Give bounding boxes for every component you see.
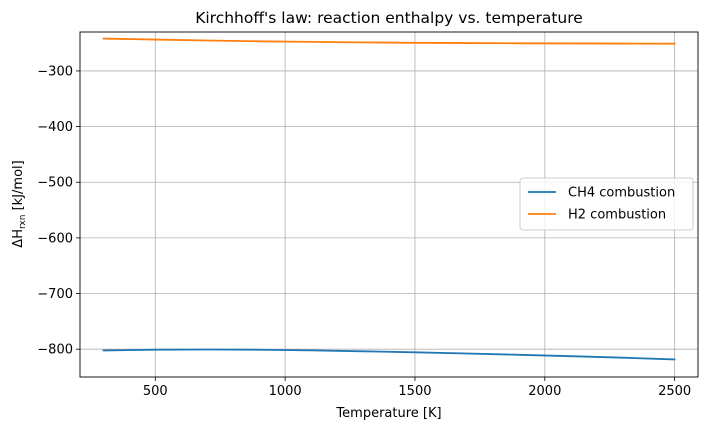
series-line-h2-combustion <box>102 37 676 45</box>
y-axis-label: ΔHrxn [kJ/mol] <box>11 160 28 247</box>
ticks: 500 1000 1500 2000 2500 −800 −700 −600 −500 −400 −… <box>37 64 691 399</box>
chart-title: Kirchhoff's law: reaction enthalpy vs. t… <box>195 9 583 27</box>
x-tick-label: 1000 <box>269 384 302 399</box>
y-tick-label: −500 <box>37 176 73 191</box>
x-axis-label: Temperature [K] <box>335 406 441 421</box>
y-tick-label: −600 <box>37 231 73 246</box>
y-tick-label: −700 <box>37 287 73 302</box>
x-tick-label: 2000 <box>528 384 561 399</box>
legend-label-ch4: CH4 combustion <box>568 186 675 201</box>
y-axis-label-prefix: ΔH <box>11 229 26 248</box>
series-layer <box>102 37 676 361</box>
series-line-ch4-combustion <box>102 348 676 361</box>
y-axis-label-subscript: rxn <box>18 215 28 230</box>
y-tick-label: −400 <box>37 120 73 135</box>
x-tick-label: 2500 <box>658 384 691 399</box>
legend: CH4 combustion H2 combustion <box>519 177 694 231</box>
plot-frame <box>79 31 699 378</box>
legend-label-h2: H2 combustion <box>568 208 666 223</box>
y-axis-label-suffix: [kJ/mol] <box>11 160 26 214</box>
x-tick-label: 1500 <box>398 384 431 399</box>
y-tick-label: −300 <box>37 64 73 79</box>
y-tick-label: −800 <box>37 343 73 358</box>
x-tick-label: 500 <box>143 384 168 399</box>
legend-box <box>519 177 694 231</box>
